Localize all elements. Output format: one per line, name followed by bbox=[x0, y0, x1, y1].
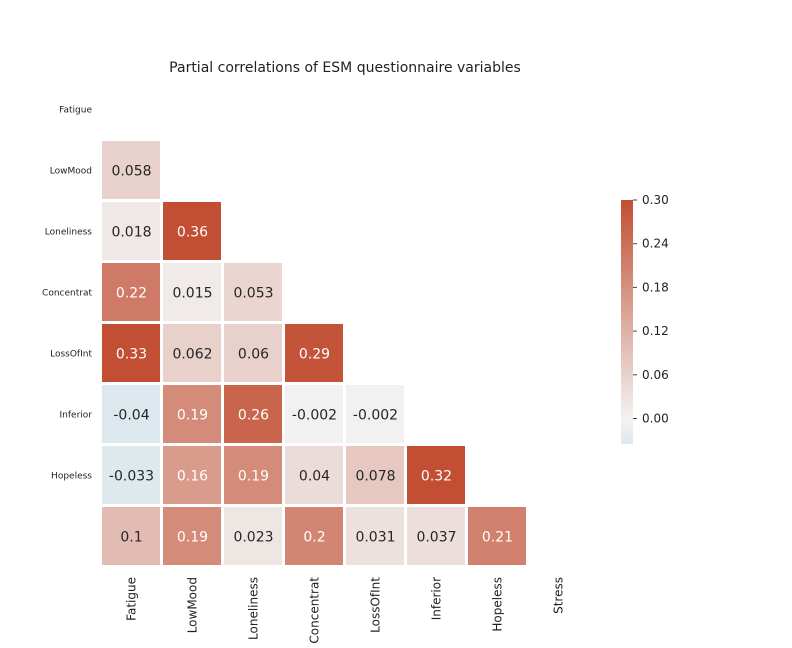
x-tick-label: Inferior bbox=[430, 577, 444, 620]
cell-value-label: 0.037 bbox=[416, 530, 456, 546]
cell-value-label: 0.04 bbox=[299, 469, 330, 485]
cell-value-label: 0.19 bbox=[177, 408, 208, 424]
colorbar-tick-label: 0.18 bbox=[642, 280, 669, 294]
x-tick-label: Stress bbox=[552, 577, 566, 614]
y-axis-labels: Fatigue LowMood Loneliness Concentrat LossOf… bbox=[42, 106, 92, 482]
heatmap-cell bbox=[102, 385, 160, 443]
cell-value-label: 0.018 bbox=[111, 225, 151, 241]
cell-value-label: 0.36 bbox=[177, 225, 208, 241]
colorbar-tick-label: 0.30 bbox=[642, 193, 669, 207]
cell-value-label: 0.053 bbox=[233, 286, 273, 302]
colorbar-tick-label: 0.06 bbox=[642, 368, 669, 382]
heatmap-cell bbox=[346, 385, 404, 443]
heatmap-cell bbox=[163, 385, 221, 443]
heatmap-cell bbox=[163, 446, 221, 504]
x-tick-label: Fatigue bbox=[125, 577, 139, 621]
colorbar bbox=[621, 200, 633, 444]
heatmap-cell bbox=[163, 507, 221, 565]
cell-value-label: 0.19 bbox=[238, 469, 269, 485]
x-tick-label: Concentrat bbox=[308, 577, 322, 644]
x-tick-label: LowMood bbox=[186, 577, 200, 633]
cell-value-label: 0.16 bbox=[177, 469, 208, 485]
cell-value-label: 0.33 bbox=[116, 347, 147, 363]
y-tick-label: Fatigue bbox=[59, 106, 92, 116]
cell-value-label: 0.06 bbox=[238, 347, 269, 363]
cell-value-label: 0.031 bbox=[355, 530, 395, 546]
heatmap-cell bbox=[163, 324, 221, 382]
x-tick-label: LossOfInt bbox=[369, 577, 383, 633]
heatmap-cell bbox=[407, 507, 465, 565]
heatmap-cell bbox=[102, 446, 160, 504]
cell-value-label: 0.023 bbox=[233, 530, 273, 546]
heatmap-cell bbox=[468, 507, 526, 565]
colorbar-tick-label: 0.24 bbox=[642, 237, 669, 251]
heatmap-cell bbox=[102, 141, 160, 199]
chart-title: Partial correlations of ESM questionnair… bbox=[169, 60, 521, 76]
y-tick-label: Inferior bbox=[60, 411, 93, 421]
cell-value-label: 0.21 bbox=[482, 530, 513, 546]
heatmap-cell bbox=[102, 202, 160, 260]
cell-value-label: 0.32 bbox=[421, 469, 452, 485]
heatmap-cell bbox=[285, 385, 343, 443]
y-tick-label: Hopeless bbox=[51, 472, 92, 482]
cell-value-label: -0.002 bbox=[353, 408, 398, 424]
heatmap-cell bbox=[224, 507, 282, 565]
cell-value-label: 0.058 bbox=[111, 164, 151, 180]
heatmap-cell bbox=[224, 263, 282, 321]
cell-value-label: -0.033 bbox=[109, 469, 154, 485]
cell-value-label: 0.29 bbox=[299, 347, 330, 363]
heatmap-cell bbox=[163, 202, 221, 260]
heatmap-cell bbox=[285, 446, 343, 504]
colorbar-tick-label: 0.12 bbox=[642, 324, 669, 338]
heatmap-cell bbox=[407, 446, 465, 504]
cell-value-label: -0.002 bbox=[292, 408, 337, 424]
colorbar-ticks: 0.30 0.24 0.18 0.12 0.06 0.00 bbox=[633, 193, 669, 426]
heatmap-cell bbox=[346, 446, 404, 504]
heatmap-cell bbox=[102, 263, 160, 321]
cell-value-label: 0.078 bbox=[355, 469, 395, 485]
x-axis-labels: Fatigue LowMood Loneliness Concentrat LossOf… bbox=[125, 577, 566, 644]
x-tick-label: Loneliness bbox=[247, 577, 261, 640]
y-tick-label: LossOfInt bbox=[50, 350, 92, 360]
cell-value-label: 0.062 bbox=[172, 347, 212, 363]
cell-value-label: 0.22 bbox=[116, 286, 147, 302]
cell-value-label: 0.015 bbox=[172, 286, 212, 302]
heatmap-cell bbox=[163, 263, 221, 321]
y-tick-label: Loneliness bbox=[45, 228, 93, 238]
heatmap-cell bbox=[285, 324, 343, 382]
heatmap-cell bbox=[102, 324, 160, 382]
colorbar-tick-label: 0.00 bbox=[642, 412, 669, 426]
heatmap-cell bbox=[224, 446, 282, 504]
heatmap-cells: 0.058 0.018 0.36 0.22 0.015 0.053 0.33 0.062 0.0… bbox=[102, 141, 526, 565]
cell-value-label: 0.2 bbox=[303, 530, 325, 546]
heatmap-cell bbox=[224, 324, 282, 382]
cell-value-label: 0.1 bbox=[120, 530, 142, 546]
heatmap-cell bbox=[285, 507, 343, 565]
heatmap-cell bbox=[102, 507, 160, 565]
y-tick-label: Concentrat bbox=[42, 289, 92, 299]
x-tick-label: Hopeless bbox=[491, 577, 505, 632]
cell-value-label: 0.26 bbox=[238, 408, 269, 424]
cell-value-label: -0.04 bbox=[113, 408, 149, 424]
y-tick-label: LowMood bbox=[50, 167, 92, 177]
heatmap-cell bbox=[346, 507, 404, 565]
cell-value-label: 0.19 bbox=[177, 530, 208, 546]
heatmap-cell bbox=[224, 385, 282, 443]
